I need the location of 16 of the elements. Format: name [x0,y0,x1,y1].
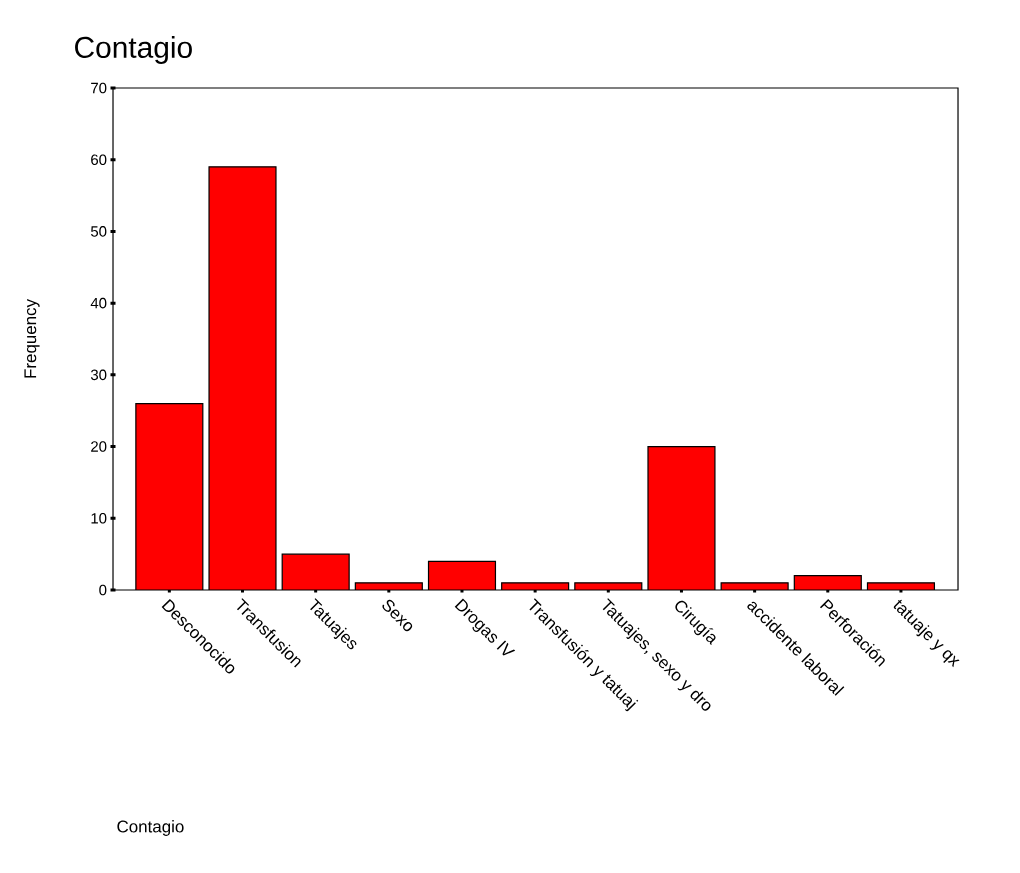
y-axis-title: Frequency [24,299,40,378]
bar [282,554,350,590]
y-tick-label: 30 [90,369,107,381]
y-tick-label: 70 [91,82,107,94]
bar [135,403,203,590]
chart-title: Contagio [75,36,192,64]
y-tick-label: 60 [91,154,107,165]
bar [648,446,715,590]
y-tick-label: 40 [90,297,107,309]
text: Contagio [117,820,184,836]
bar [428,561,496,590]
bar [209,166,276,590]
y-tick-label: 50 [90,226,107,237]
y-tick-label: 10 [91,512,107,524]
y-tick-label: 20 [91,441,107,452]
y-tick-label: 0 [99,584,107,596]
